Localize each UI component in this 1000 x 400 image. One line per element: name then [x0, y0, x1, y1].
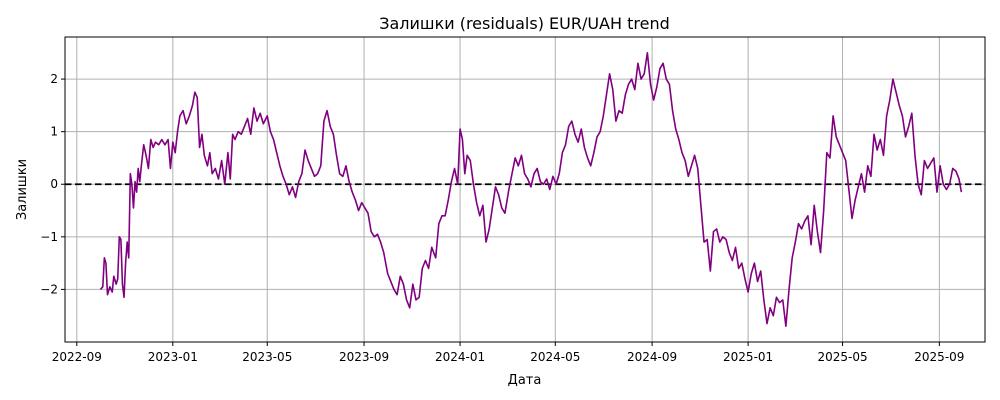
x-tick-label: 2023-05 — [242, 350, 292, 364]
y-tick-label: 1 — [50, 125, 58, 139]
y-tick-label: −1 — [40, 230, 58, 244]
y-tick-label: 0 — [50, 177, 58, 191]
series-layer — [99, 51, 963, 328]
x-tick-label: 2024-05 — [530, 350, 580, 364]
x-tick-label: 2025-05 — [817, 350, 867, 364]
axis-ticks: 2022-09 2023-01 2023-05 2023-09 2024-01 2024-… — [40, 72, 964, 364]
x-axis-label: Дата — [508, 373, 542, 388]
plot-frame — [64, 36, 986, 343]
x-tick-label: 2023-01 — [148, 350, 198, 364]
y-tick-label: −2 — [40, 282, 58, 296]
x-tick-label: 2023-09 — [339, 350, 389, 364]
grid-lines — [65, 37, 985, 342]
x-tick-label: 2024-01 — [435, 350, 485, 364]
x-tick-label: 2024-09 — [627, 350, 677, 364]
y-axis-label: Залишки — [15, 159, 30, 220]
x-tick-label: 2022-09 — [52, 350, 102, 364]
residuals-series-line — [99, 51, 963, 328]
chart-title: Залишки (residuals) EUR/UAH trend — [379, 14, 670, 33]
x-tick-label: 2025-01 — [723, 350, 773, 364]
y-tick-label: 2 — [50, 72, 58, 86]
x-tick-label: 2025-09 — [914, 350, 964, 364]
